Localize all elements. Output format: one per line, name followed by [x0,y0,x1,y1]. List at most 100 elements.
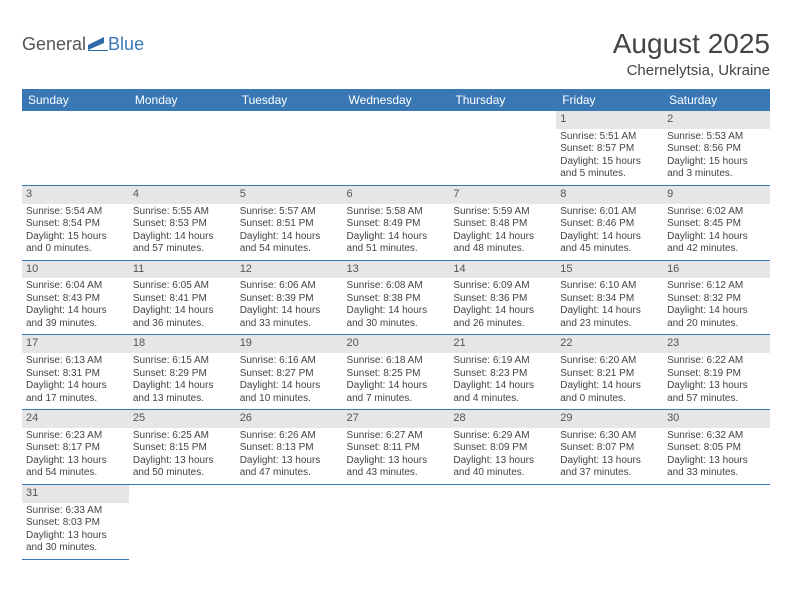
sunrise-text: Sunrise: 6:10 AM [560,280,659,293]
sunset-text: Sunset: 8:46 PM [560,218,659,231]
sunrise-text: Sunrise: 6:32 AM [667,430,766,443]
calendar-cell: 16Sunrise: 6:12 AMSunset: 8:32 PMDayligh… [663,260,770,335]
calendar-cell: 8Sunrise: 6:01 AMSunset: 8:46 PMDaylight… [556,185,663,260]
daylight-text: Daylight: 14 hours and 17 minutes. [26,380,125,405]
weekday-header: Tuesday [236,89,343,111]
sunrise-text: Sunrise: 5:58 AM [347,206,446,219]
day-number: 21 [449,335,556,353]
day-number: 4 [129,186,236,204]
daylight-text: Daylight: 14 hours and 10 minutes. [240,380,339,405]
sunset-text: Sunset: 8:56 PM [667,143,766,156]
day-info: Sunrise: 6:10 AMSunset: 8:34 PMDaylight:… [556,278,663,334]
daylight-text: Daylight: 13 hours and 57 minutes. [667,380,766,405]
daylight-text: Daylight: 14 hours and 0 minutes. [560,380,659,405]
logo-text-2: Blue [108,34,144,55]
calendar-row: 10Sunrise: 6:04 AMSunset: 8:43 PMDayligh… [22,260,770,335]
day-number: 13 [343,261,450,279]
sunrise-text: Sunrise: 6:29 AM [453,430,552,443]
day-info: Sunrise: 6:26 AMSunset: 8:13 PMDaylight:… [236,428,343,484]
calendar-cell [449,484,556,559]
day-info: Sunrise: 6:29 AMSunset: 8:09 PMDaylight:… [449,428,556,484]
day-number: 29 [556,410,663,428]
day-info: Sunrise: 6:15 AMSunset: 8:29 PMDaylight:… [129,353,236,409]
sunrise-text: Sunrise: 5:53 AM [667,131,766,144]
sunset-text: Sunset: 8:07 PM [560,442,659,455]
calendar-table: SundayMondayTuesdayWednesdayThursdayFrid… [22,89,770,560]
daylight-text: Daylight: 14 hours and 13 minutes. [133,380,232,405]
calendar-row: 3Sunrise: 5:54 AMSunset: 8:54 PMDaylight… [22,185,770,260]
day-number: 27 [343,410,450,428]
day-number: 17 [22,335,129,353]
sunrise-text: Sunrise: 6:06 AM [240,280,339,293]
day-info: Sunrise: 6:08 AMSunset: 8:38 PMDaylight:… [343,278,450,334]
title-block: August 2025 Chernelytsia, Ukraine [613,28,770,79]
daylight-text: Daylight: 14 hours and 33 minutes. [240,305,339,330]
day-number: 22 [556,335,663,353]
calendar-cell [449,111,556,185]
daylight-text: Daylight: 15 hours and 5 minutes. [560,156,659,181]
daylight-text: Daylight: 13 hours and 50 minutes. [133,455,232,480]
calendar-cell: 17Sunrise: 6:13 AMSunset: 8:31 PMDayligh… [22,335,129,410]
day-info: Sunrise: 5:55 AMSunset: 8:53 PMDaylight:… [129,204,236,260]
calendar-row: 24Sunrise: 6:23 AMSunset: 8:17 PMDayligh… [22,410,770,485]
daylight-text: Daylight: 13 hours and 54 minutes. [26,455,125,480]
sunrise-text: Sunrise: 6:20 AM [560,355,659,368]
sunset-text: Sunset: 8:45 PM [667,218,766,231]
sunrise-text: Sunrise: 6:25 AM [133,430,232,443]
sunrise-text: Sunrise: 6:15 AM [133,355,232,368]
sunset-text: Sunset: 8:57 PM [560,143,659,156]
calendar-cell: 22Sunrise: 6:20 AMSunset: 8:21 PMDayligh… [556,335,663,410]
calendar-cell: 3Sunrise: 5:54 AMSunset: 8:54 PMDaylight… [22,185,129,260]
weekday-header: Wednesday [343,89,450,111]
calendar-cell: 4Sunrise: 5:55 AMSunset: 8:53 PMDaylight… [129,185,236,260]
calendar-cell: 19Sunrise: 6:16 AMSunset: 8:27 PMDayligh… [236,335,343,410]
day-number: 25 [129,410,236,428]
daylight-text: Daylight: 14 hours and 36 minutes. [133,305,232,330]
day-number: 18 [129,335,236,353]
day-number: 15 [556,261,663,279]
calendar-cell: 18Sunrise: 6:15 AMSunset: 8:29 PMDayligh… [129,335,236,410]
calendar-cell: 9Sunrise: 6:02 AMSunset: 8:45 PMDaylight… [663,185,770,260]
calendar-cell [129,111,236,185]
day-number: 23 [663,335,770,353]
day-info: Sunrise: 6:09 AMSunset: 8:36 PMDaylight:… [449,278,556,334]
daylight-text: Daylight: 15 hours and 0 minutes. [26,231,125,256]
day-number: 19 [236,335,343,353]
day-number: 30 [663,410,770,428]
day-number: 9 [663,186,770,204]
day-number: 14 [449,261,556,279]
day-info: Sunrise: 6:05 AMSunset: 8:41 PMDaylight:… [129,278,236,334]
daylight-text: Daylight: 14 hours and 7 minutes. [347,380,446,405]
logo-text-1: General [22,34,86,55]
sunrise-text: Sunrise: 6:16 AM [240,355,339,368]
sunrise-text: Sunrise: 6:26 AM [240,430,339,443]
logo: General Blue [22,28,144,55]
day-number: 26 [236,410,343,428]
calendar-cell [22,111,129,185]
calendar-cell: 23Sunrise: 6:22 AMSunset: 8:19 PMDayligh… [663,335,770,410]
sunset-text: Sunset: 8:43 PM [26,293,125,306]
daylight-text: Daylight: 13 hours and 40 minutes. [453,455,552,480]
day-number: 24 [22,410,129,428]
day-info: Sunrise: 6:13 AMSunset: 8:31 PMDaylight:… [22,353,129,409]
day-info: Sunrise: 6:32 AMSunset: 8:05 PMDaylight:… [663,428,770,484]
sunset-text: Sunset: 8:19 PM [667,368,766,381]
calendar-row: 1Sunrise: 5:51 AMSunset: 8:57 PMDaylight… [22,111,770,185]
calendar-cell [343,484,450,559]
calendar-cell: 7Sunrise: 5:59 AMSunset: 8:48 PMDaylight… [449,185,556,260]
day-info: Sunrise: 6:02 AMSunset: 8:45 PMDaylight:… [663,204,770,260]
day-number: 8 [556,186,663,204]
daylight-text: Daylight: 14 hours and 51 minutes. [347,231,446,256]
daylight-text: Daylight: 13 hours and 37 minutes. [560,455,659,480]
calendar-cell: 14Sunrise: 6:09 AMSunset: 8:36 PMDayligh… [449,260,556,335]
calendar-cell: 29 Sunrise: 6:30 AMSunset: 8:07 PMDayligh… [556,410,663,485]
day-number: 5 [236,186,343,204]
day-number: 6 [343,186,450,204]
daylight-text: Daylight: 14 hours and 48 minutes. [453,231,552,256]
sunrise-text: Sunrise: 5:54 AM [26,206,125,219]
sunset-text: Sunset: 8:23 PM [453,368,552,381]
sunrise-text: Sunrise: 6:08 AM [347,280,446,293]
calendar-cell: 5Sunrise: 5:57 AMSunset: 8:51 PMDaylight… [236,185,343,260]
sunset-text: Sunset: 8:38 PM [347,293,446,306]
sunrise-text: Sunrise: 6:30 AM [560,430,659,443]
